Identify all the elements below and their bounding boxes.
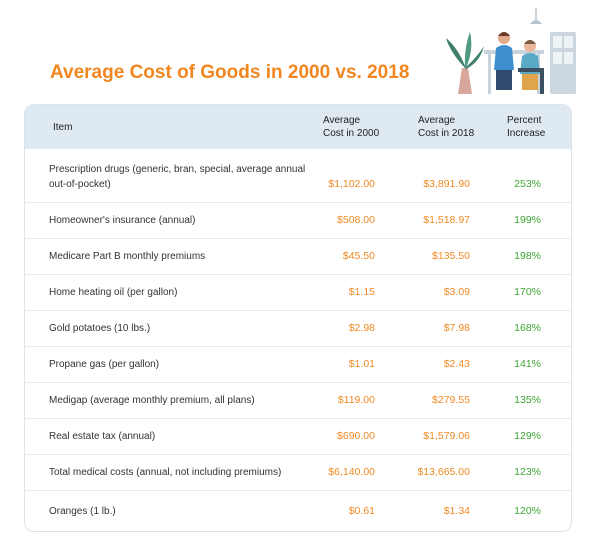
doctor-patient-illustration (446, 8, 576, 94)
table-row: Home heating oil (per gallon) $1.15 $3.0… (25, 274, 571, 310)
row-cost-2000: $508.00 (337, 214, 375, 226)
row-item: Homeowner's insurance (annual) (49, 215, 196, 226)
table-row: Total medical costs (annual, not includi… (25, 454, 571, 490)
row-cost-2018: $2.43 (443, 358, 470, 370)
row-cost-2018: $1,518.97 (423, 214, 470, 226)
table-row: Homeowner's insurance (annual) $508.00 $… (25, 202, 571, 238)
header-cost-2018: Average Cost in 2018 (418, 115, 475, 139)
row-cost-2000: $119.00 (337, 394, 375, 406)
table-row: Oranges (1 lb.) $0.61 $1.34 120% (25, 490, 571, 531)
row-item: Oranges (1 lb.) (49, 506, 116, 517)
row-cost-2000: $0.61 (348, 505, 375, 517)
table-row: Medigap (average monthly premium, all pl… (25, 382, 571, 418)
row-item: Medigap (average monthly premium, all pl… (49, 395, 255, 406)
row-percent: 135% (514, 394, 541, 406)
row-item: Total medical costs (annual, not includi… (49, 467, 282, 478)
row-cost-2000: $45.50 (342, 250, 375, 262)
row-item: Propane gas (per gallon) (49, 359, 160, 370)
row-percent: 123% (514, 466, 541, 478)
row-percent: 198% (514, 250, 541, 262)
table-row: Gold potatoes (10 lbs.) $2.98 $7.98 168% (25, 310, 571, 346)
row-cost-2018: $7.98 (443, 322, 470, 334)
row-percent: 129% (514, 430, 541, 442)
row-cost-2018: $1.34 (443, 505, 470, 517)
row-cost-2000: $2.98 (348, 322, 375, 334)
row-cost-2018: $279.55 (432, 394, 470, 406)
row-percent: 168% (514, 322, 541, 334)
row-item: Real estate tax (annual) (49, 431, 156, 442)
row-percent: 170% (514, 286, 541, 298)
table-row: Propane gas (per gallon) $1.01 $2.43 141… (25, 346, 571, 382)
table-row: Real estate tax (annual) $690.00 $1,579.… (25, 418, 571, 454)
header-item: Item (53, 122, 73, 133)
header-percent-increase: Percent Increase (507, 115, 546, 139)
row-cost-2000: $6,140.00 (328, 466, 375, 478)
row-cost-2018: $3,891.90 (423, 178, 470, 190)
table-row: Prescription drugs (generic, bran, speci… (25, 149, 571, 202)
row-percent: 141% (514, 358, 541, 370)
page-title: Average Cost of Goods in 2000 vs. 2018 (50, 62, 410, 83)
header-cost-2000: Average Cost in 2000 (323, 115, 380, 139)
row-item: Home heating oil (per gallon) (49, 287, 178, 298)
table-row: Medicare Part B monthly premiums $45.50 … (25, 238, 571, 274)
row-item: Prescription drugs (generic, bran, speci… (49, 164, 306, 190)
row-cost-2018: $13,665.00 (417, 466, 470, 478)
row-cost-2000: $690.00 (337, 430, 375, 442)
row-cost-2018: $1,579.06 (423, 430, 470, 442)
row-cost-2018: $135.50 (432, 250, 470, 262)
row-item: Medicare Part B monthly premiums (49, 251, 206, 262)
row-cost-2000: $1,102.00 (328, 178, 375, 190)
row-cost-2018: $3.09 (443, 286, 470, 298)
row-cost-2000: $1.15 (348, 286, 375, 298)
table-header: Item Average Cost in 2000 Average Cost i… (25, 105, 571, 149)
row-percent: 199% (514, 214, 541, 226)
row-percent: 253% (514, 178, 541, 190)
row-cost-2000: $1.01 (348, 358, 375, 370)
row-item: Gold potatoes (10 lbs.) (49, 323, 151, 334)
row-percent: 120% (514, 505, 541, 517)
cost-table: Item Average Cost in 2000 Average Cost i… (24, 104, 572, 532)
